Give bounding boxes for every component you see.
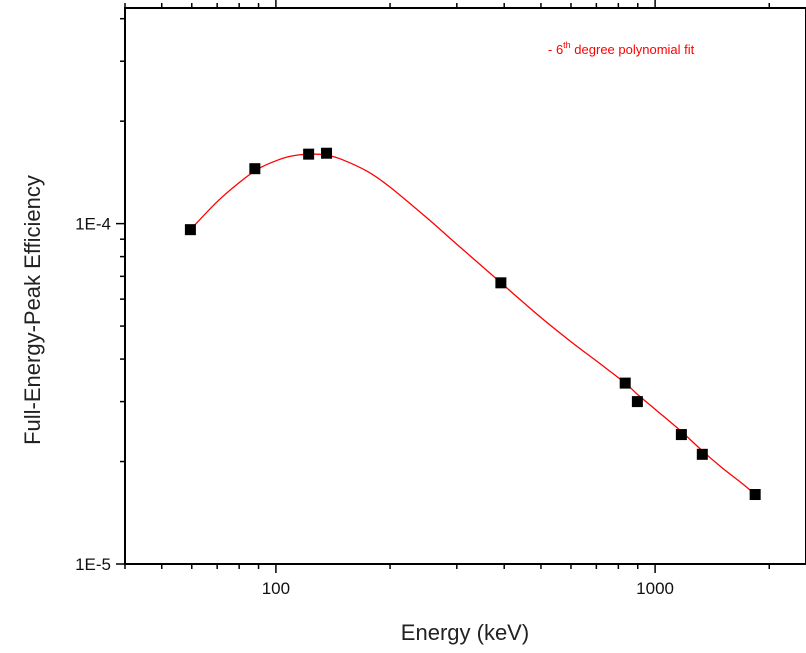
y-tick-label: 1E-5 bbox=[75, 555, 111, 574]
data-point bbox=[321, 147, 333, 159]
data-point bbox=[249, 163, 261, 175]
data-point bbox=[184, 224, 196, 236]
polynomial-fit-line bbox=[189, 153, 756, 496]
data-point bbox=[495, 277, 507, 289]
data-point bbox=[619, 377, 631, 389]
data-point bbox=[675, 429, 687, 441]
legend-suffix: degree polynomial fit bbox=[571, 42, 695, 57]
axis-tick-labels: 100 1000 1E-5 1E-4 bbox=[75, 215, 674, 598]
legend: - 6th degree polynomial fit bbox=[548, 40, 695, 57]
x-tick-label: 1000 bbox=[636, 579, 674, 598]
data-points bbox=[184, 147, 761, 501]
y-axis-title: Full-Energy-Peak Efficiency bbox=[20, 175, 45, 445]
plot-frame bbox=[124, 7, 806, 565]
axis-ticks bbox=[116, 0, 771, 573]
y-tick-label: 1E-4 bbox=[75, 215, 111, 234]
x-axis-title: Energy (keV) bbox=[401, 620, 529, 645]
data-point bbox=[303, 148, 315, 160]
data-point bbox=[631, 396, 643, 408]
data-point bbox=[749, 489, 761, 501]
data-point bbox=[696, 448, 708, 460]
legend-superscript: th bbox=[563, 40, 571, 50]
x-tick-label: 100 bbox=[262, 579, 290, 598]
legend-prefix: - 6 bbox=[548, 42, 563, 57]
